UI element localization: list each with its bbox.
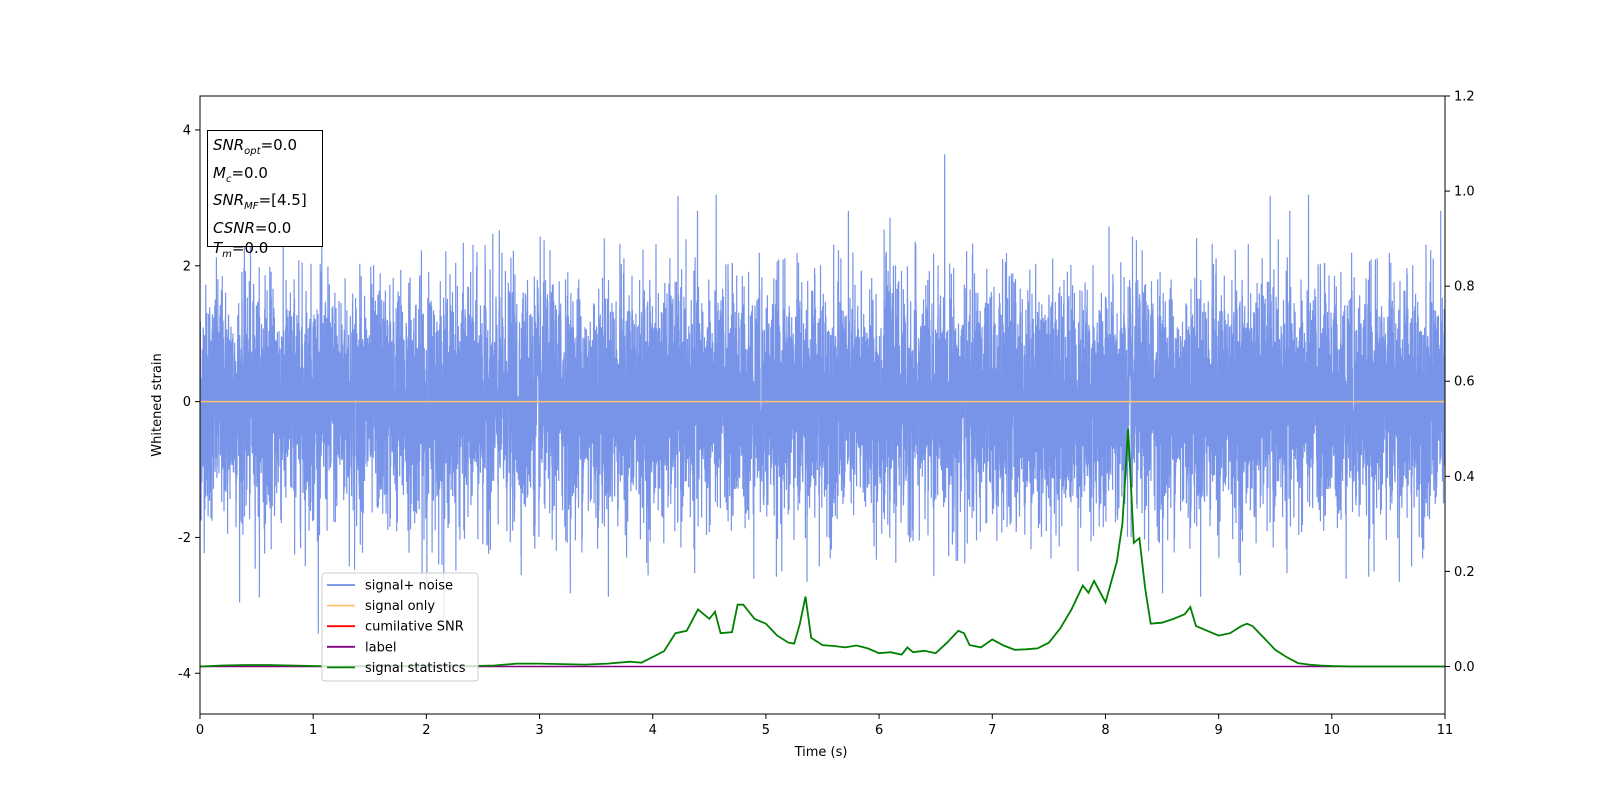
snr-opt-value: =0.0 <box>260 136 297 154</box>
x-tick-label: 3 <box>535 723 543 738</box>
tm-value: =0.0 <box>231 239 269 257</box>
x-tick-label: 2 <box>422 723 430 738</box>
x-tick-label: 0 <box>196 723 204 738</box>
legend-entry: signal only <box>365 599 435 614</box>
x-tick-label: 6 <box>875 723 883 738</box>
mc-line: Mc=0.0 <box>213 163 268 185</box>
csnr-value: =0.0 <box>254 218 292 237</box>
x-tick-label: 1 <box>309 723 317 738</box>
x-tick-label: 5 <box>762 723 770 738</box>
y-tick-label: 0 <box>183 395 191 410</box>
y2-tick-label: 0.6 <box>1454 375 1475 390</box>
y2-tick-label: 0.8 <box>1454 280 1475 295</box>
y2-tick-label: 1.2 <box>1454 90 1475 105</box>
x-tick-label: 8 <box>1101 723 1109 738</box>
y-tick-label: 2 <box>183 259 191 274</box>
x-tick-label: 9 <box>1214 723 1222 738</box>
legend-entry: cumilative SNR <box>365 620 464 635</box>
y2-tick-label: 0.2 <box>1454 565 1475 580</box>
axes-frame <box>199 95 1446 715</box>
legend-entry: signal+ noise <box>365 579 453 594</box>
y-tick-label: -2 <box>178 531 191 546</box>
x-tick-label: 10 <box>1324 723 1341 738</box>
legend-frame <box>321 572 479 682</box>
tm-line: Tm=0.0 <box>213 239 269 260</box>
y-axis-label: Whitened strain <box>150 353 165 456</box>
metrics-info-box: SNRopt=0.0 Mc=0.0 SNRMF=[4.5] CSNR=0.0 T… <box>207 130 323 260</box>
axes-layer: 0 1 2 3 4 5 6 7 8 9 10 11 4 2 0 -2 -4 1.2 1.0 0.8 0.6 0.4 0.2 0… <box>178 90 1475 739</box>
y-tick-label: -4 <box>178 667 191 682</box>
csnr-line: CSNR=0.0 <box>213 218 292 237</box>
y2-tick-label: 0.4 <box>1454 470 1475 485</box>
legend-entry: label <box>365 640 396 655</box>
y-tick-label: 4 <box>183 123 191 138</box>
legend: signal+ noise signal only cumilative SNR la… <box>321 572 479 682</box>
legend-entry: signal statistics <box>365 661 466 676</box>
x-tick-label: 11 <box>1437 723 1454 738</box>
y2-tick-label: 0.0 <box>1454 660 1475 675</box>
snr-mf-line: SNRMF=[4.5] <box>213 191 307 212</box>
x-tick-label: 7 <box>988 723 996 738</box>
snr-opt-line: SNRopt=0.0 <box>213 136 297 157</box>
snr-mf-value: =[4.5] <box>258 191 307 209</box>
x-axis-label: Time (s) <box>794 745 848 760</box>
series-signal-noise-line <box>200 154 1445 634</box>
series-signal-statistics-line <box>200 428 1445 668</box>
x-tick-label: 4 <box>649 723 657 738</box>
y2-tick-label: 1.0 <box>1454 185 1475 200</box>
mc-value: =0.0 <box>231 163 268 182</box>
